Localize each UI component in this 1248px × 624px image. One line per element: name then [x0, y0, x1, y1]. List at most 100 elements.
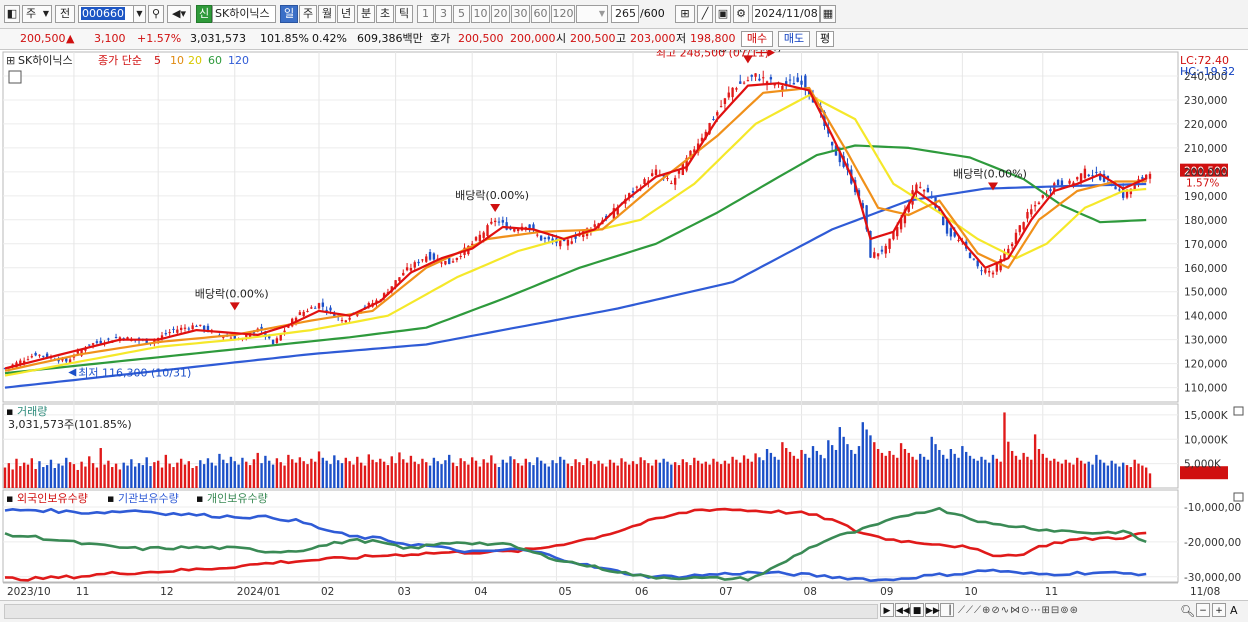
drawing-tools-icons[interactable]: ⟋⟋⟋⊕⊘∿⋈⊙⋯⊞⊟⊚⊛: [958, 605, 1080, 616]
volume-bar: [501, 459, 505, 488]
step-dropdown[interactable]: ▼: [576, 5, 608, 23]
candle-body: [252, 332, 256, 334]
period-tick[interactable]: 틱: [395, 5, 413, 23]
candle-body: [754, 73, 757, 77]
volume-bar: [716, 461, 719, 488]
candle-body: [471, 243, 474, 245]
expand-icon[interactable]: ▕: [940, 603, 954, 617]
gear-icon[interactable]: ⚙: [733, 5, 749, 23]
candle-body: [493, 220, 497, 223]
candle-body: [926, 187, 930, 193]
volume-bar: [746, 458, 750, 488]
search-icon[interactable]: ⚲: [148, 5, 164, 23]
period-minute[interactable]: 분: [357, 5, 375, 23]
volume-bar: [107, 460, 110, 488]
volume-bar: [685, 462, 688, 488]
scroll-track[interactable]: [4, 604, 878, 619]
step-5[interactable]: 5: [453, 5, 470, 23]
period-month[interactable]: 월: [318, 5, 336, 23]
volume-bar: [3, 467, 7, 488]
count-input[interactable]: 265: [611, 5, 639, 23]
rewind-icon[interactable]: ◀◀: [895, 603, 910, 617]
font-size-icon[interactable]: A: [1230, 604, 1238, 617]
step-10[interactable]: 10: [471, 5, 490, 23]
stop-icon[interactable]: ■: [910, 603, 924, 617]
zoom-in-icon[interactable]: +: [1212, 603, 1226, 617]
volume-bar: [976, 460, 979, 488]
period-day[interactable]: 일: [280, 5, 298, 23]
candle-body: [375, 300, 378, 304]
indicator-icon[interactable]: ⊞: [675, 5, 695, 23]
step-20[interactable]: 20: [491, 5, 510, 23]
draw-line-icon[interactable]: ╱: [697, 5, 713, 23]
candle-body: [99, 340, 102, 344]
candle-body: [183, 327, 187, 329]
buy-button[interactable]: 매수: [741, 31, 773, 47]
holdings-panel-close-icon[interactable]: [1233, 492, 1244, 502]
period-week[interactable]: 주: [299, 5, 317, 23]
zoom-out-icon[interactable]: −: [1196, 603, 1210, 617]
step-3[interactable]: 3: [435, 5, 452, 23]
up-arrow-icon: ▲: [66, 32, 75, 45]
candle-body: [773, 84, 776, 86]
volume-bar: [398, 452, 401, 488]
volume-bar: [509, 456, 512, 488]
calendar-icon[interactable]: ▦: [820, 5, 836, 23]
volume-bar: [750, 461, 753, 488]
candle-body: [539, 235, 543, 241]
code-dropdown[interactable]: ▼: [133, 5, 146, 23]
volume-bar: [164, 454, 168, 488]
last-price-label: 200,500: [1184, 166, 1227, 178]
candle-body: [781, 85, 784, 92]
candle-body: [1026, 212, 1029, 219]
volume-bar: [172, 467, 175, 488]
volume-bar: [72, 464, 76, 488]
calculator-icon[interactable]: [8, 70, 22, 84]
volume-bar: [1064, 459, 1067, 488]
volume-bar: [202, 464, 206, 488]
volume-bar: [704, 461, 707, 488]
volume-bar: [731, 456, 734, 488]
fast-forward-icon[interactable]: ▶▶: [925, 603, 940, 617]
save-icon[interactable]: ▣: [715, 5, 731, 23]
step-30[interactable]: 30: [511, 5, 530, 23]
legend-ma120: 120: [228, 54, 249, 67]
speaker-icon[interactable]: ◀▾: [167, 5, 191, 23]
layout-icon[interactable]: ◧: [4, 5, 20, 23]
period-year[interactable]: 년: [337, 5, 355, 23]
volume-panel-close-icon[interactable]: [1233, 406, 1244, 416]
candle-body: [708, 123, 711, 134]
price-tick-label: 130,000: [1184, 335, 1227, 347]
volume-bar: [11, 469, 14, 488]
volume-bar: [719, 464, 723, 488]
candle-body: [677, 170, 681, 174]
candle-body: [425, 256, 428, 262]
candle-body: [750, 74, 753, 77]
date-input[interactable]: 2024/11/08: [752, 5, 820, 23]
volume-bar: [1148, 473, 1152, 488]
candle-body: [1106, 175, 1110, 179]
zoom-icon[interactable]: 🔍︎: [1180, 604, 1196, 618]
ma5-line: [4, 82, 1147, 370]
period-second[interactable]: 초: [376, 5, 394, 23]
volume-bar: [19, 466, 22, 488]
step-1[interactable]: 1: [417, 5, 434, 23]
prev-button[interactable]: 전: [55, 5, 75, 23]
step-120[interactable]: 120: [551, 5, 575, 23]
scroll-right-icon[interactable]: ▶: [880, 603, 894, 617]
holdings-tick-label: -30,000,00: [1184, 572, 1241, 584]
sell-button[interactable]: 매도: [778, 31, 810, 47]
market-select[interactable]: 주 ▼: [22, 5, 52, 23]
candle-body: [631, 191, 635, 193]
volume-bar: [582, 465, 585, 488]
candle-body: [84, 348, 87, 351]
price-tick-label: 150,000: [1184, 287, 1227, 299]
avg-button[interactable]: 평: [816, 31, 834, 47]
stock-code-input[interactable]: 000660: [78, 5, 134, 23]
candle-body: [91, 343, 95, 345]
candle-body: [153, 340, 156, 343]
volume-bar: [539, 460, 543, 488]
candle-body: [976, 260, 979, 267]
candle-body: [888, 238, 891, 249]
step-60[interactable]: 60: [531, 5, 550, 23]
